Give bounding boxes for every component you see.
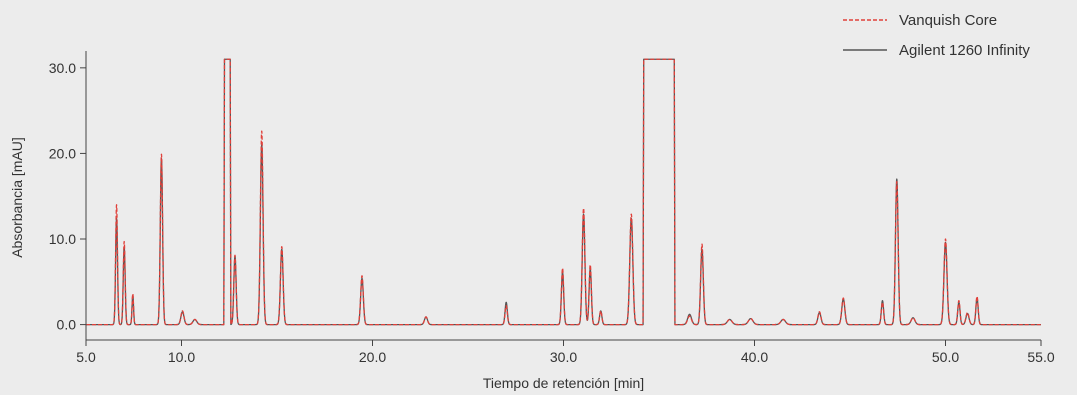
x-tick-label: 30.0 bbox=[550, 349, 577, 365]
y-axis-title: Absorbancia [mAU] bbox=[9, 137, 25, 258]
x-tick-label: 40.0 bbox=[741, 349, 768, 365]
legend-label-vanquish-core: Vanquish Core bbox=[899, 12, 997, 29]
axes-layer: 5.0 10.0 20.0 30.0 40.0 50.0 55.0 0.0 10.0 20.0 3… bbox=[9, 51, 1055, 391]
x-axis-title: Tiempo de retención [min] bbox=[483, 375, 644, 391]
y-tick-label: 30.0 bbox=[49, 60, 76, 76]
x-axis-ticks: 5.0 10.0 20.0 30.0 40.0 50.0 55.0 bbox=[76, 340, 1055, 365]
legend-label-agilent-1260: Agilent 1260 Infinity bbox=[899, 42, 1030, 59]
y-tick-label: 20.0 bbox=[49, 145, 76, 161]
series-layer bbox=[85, 58, 1042, 326]
y-tick-label: 10.0 bbox=[49, 231, 76, 247]
x-tick-label: 20.0 bbox=[359, 349, 386, 365]
y-axis-ticks: 0.0 10.0 20.0 30.0 bbox=[49, 60, 86, 333]
x-tick-label: 10.0 bbox=[168, 349, 195, 365]
x-tick-label: 50.0 bbox=[932, 349, 959, 365]
legend: Vanquish Core Agilent 1260 Infinity bbox=[843, 12, 1030, 59]
y-tick-label: 0.0 bbox=[57, 317, 77, 333]
x-tick-label: 55.0 bbox=[1027, 349, 1054, 365]
series-line-vanquish-core bbox=[85, 58, 1042, 326]
x-tick-label: 5.0 bbox=[76, 349, 96, 365]
